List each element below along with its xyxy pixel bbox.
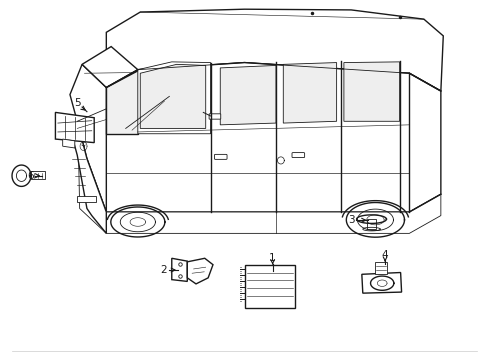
Polygon shape (106, 63, 440, 212)
Text: 5: 5 (74, 98, 81, 108)
Polygon shape (343, 62, 399, 121)
Polygon shape (283, 63, 336, 123)
Polygon shape (220, 66, 275, 125)
Polygon shape (361, 273, 401, 293)
FancyBboxPatch shape (291, 153, 304, 158)
FancyBboxPatch shape (77, 196, 96, 202)
Polygon shape (106, 70, 138, 134)
Polygon shape (106, 9, 443, 91)
Text: 2: 2 (160, 265, 166, 275)
Text: 6: 6 (27, 171, 34, 181)
Polygon shape (140, 64, 205, 129)
FancyBboxPatch shape (214, 154, 226, 159)
Polygon shape (62, 139, 75, 148)
FancyBboxPatch shape (244, 265, 295, 308)
FancyBboxPatch shape (375, 262, 386, 274)
FancyBboxPatch shape (209, 114, 220, 119)
Polygon shape (171, 258, 187, 282)
Polygon shape (55, 112, 94, 143)
FancyBboxPatch shape (366, 219, 376, 229)
Polygon shape (70, 121, 106, 233)
Text: 4: 4 (381, 250, 387, 260)
Polygon shape (187, 258, 213, 284)
FancyBboxPatch shape (31, 171, 45, 179)
Polygon shape (79, 159, 440, 233)
Polygon shape (70, 64, 106, 212)
Text: 3: 3 (347, 215, 354, 225)
Polygon shape (138, 62, 210, 134)
Text: 1: 1 (269, 253, 275, 262)
Polygon shape (82, 46, 138, 87)
